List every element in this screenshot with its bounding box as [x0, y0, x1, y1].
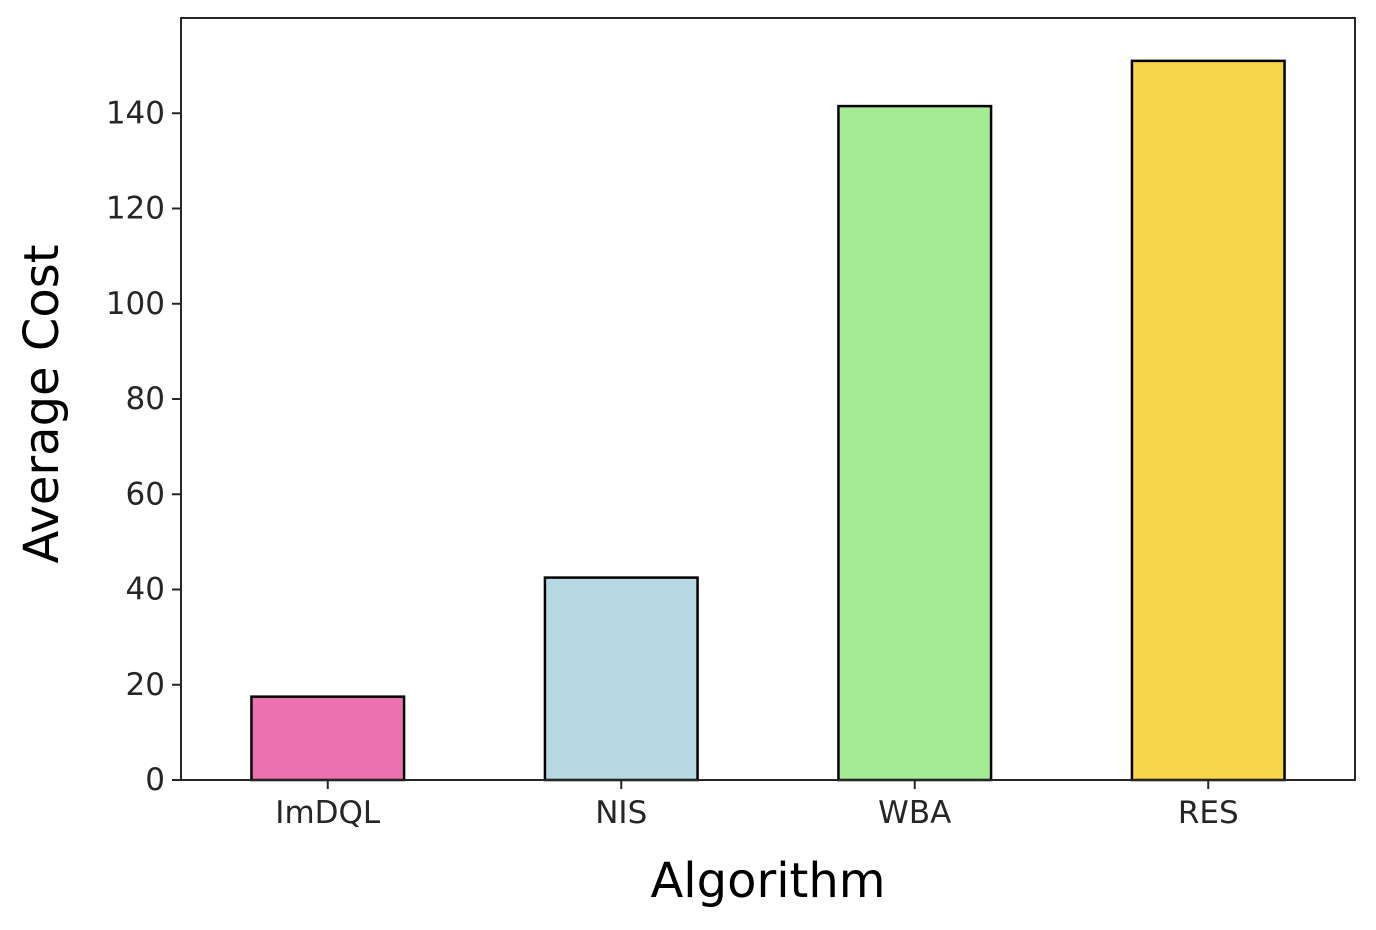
bar-imdql [250, 695, 406, 782]
y-tick-label: 80 [126, 381, 165, 417]
x-axis-ticks: ImDQL NIS WBA RES [275, 780, 1239, 831]
y-tick-label: 40 [126, 572, 165, 608]
y-axis-ticks: 0 20 40 60 80 100 120 140 [106, 95, 181, 798]
y-tick-label: 120 [106, 191, 165, 227]
plot-frame [180, 17, 1356, 781]
y-tick-label: 140 [106, 95, 165, 131]
bar-nis [543, 576, 699, 782]
y-tick-label: 0 [145, 762, 165, 798]
y-tick-label: 100 [106, 286, 165, 322]
x-axis-title: Algorithm [650, 853, 885, 909]
x-tick-label: WBA [878, 795, 951, 831]
bar-res [1130, 59, 1286, 782]
x-tick-label: ImDQL [275, 795, 381, 831]
x-tick-label: RES [1178, 795, 1239, 831]
y-tick-label: 20 [126, 667, 165, 703]
bar-wba [837, 104, 993, 782]
y-tick-label: 60 [126, 476, 165, 512]
y-axis-title: Average Cost [14, 244, 70, 563]
bars-layer [250, 59, 1286, 782]
x-tick-label: NIS [595, 795, 647, 831]
